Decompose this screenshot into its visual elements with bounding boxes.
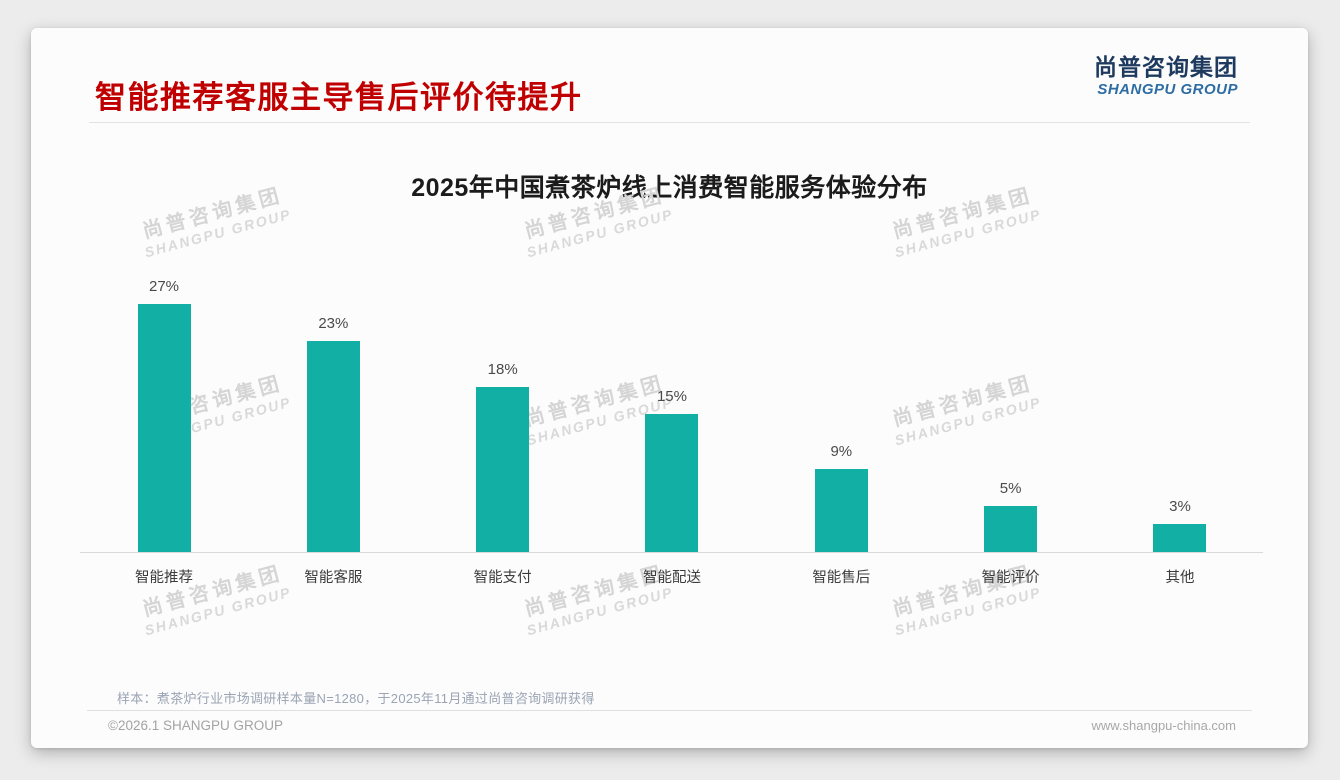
bar-value-label: 15% (656, 388, 687, 406)
category-label: 智能评价 (981, 570, 1040, 586)
bar-value-label: 27% (148, 278, 180, 296)
bar (1153, 524, 1207, 552)
header-divider (89, 122, 1250, 123)
bar-value-label: 5% (999, 480, 1022, 498)
logo-chinese-text: 尚普咨询集团 (1094, 54, 1238, 80)
chart-title: 2025年中国煮茶炉线上消费智能服务体验分布 (411, 174, 928, 202)
bar (306, 341, 360, 552)
category-label: 智能配送 (642, 570, 701, 586)
page-title: 智能推荐客服主导售后评价待提升 (95, 80, 583, 115)
bar (814, 469, 868, 552)
bar (645, 414, 699, 552)
company-logo: 尚普咨询集团 SHANGPU GROUP (1094, 54, 1238, 99)
footer-copyright: ©2026.1 SHANGPU GROUP (108, 718, 284, 733)
category-label: 智能售后 (812, 570, 871, 586)
watermark: 尚普咨询集团 SHANGPU GROUP (887, 372, 1043, 449)
category-label: 智能客服 (304, 570, 363, 586)
footer-divider (87, 710, 1252, 711)
category-label: 智能推荐 (135, 570, 193, 586)
footer-website: www.shangpu-china.com (1091, 718, 1236, 733)
sample-footnote: 样本：煮茶炉行业市场调研样本量N=1280，于2025年11月通过尚普咨询调研获… (117, 691, 595, 706)
logo-english-text: SHANGPU GROUP (1097, 81, 1238, 99)
bar (476, 386, 530, 552)
category-label: 其他 (1165, 570, 1195, 586)
category-label: 智能支付 (473, 570, 532, 586)
bar (984, 506, 1038, 552)
bar-value-label: 18% (487, 360, 518, 378)
bar (137, 304, 191, 552)
bar-value-label: 23% (318, 315, 349, 333)
bar-value-label: 3% (1169, 498, 1191, 516)
slide-card: 智能推荐客服主导售后评价待提升 尚普咨询集团 SHANGPU GROUP 202… (31, 28, 1308, 748)
bar-value-label: 9% (830, 443, 853, 461)
x-axis-line (80, 552, 1263, 553)
